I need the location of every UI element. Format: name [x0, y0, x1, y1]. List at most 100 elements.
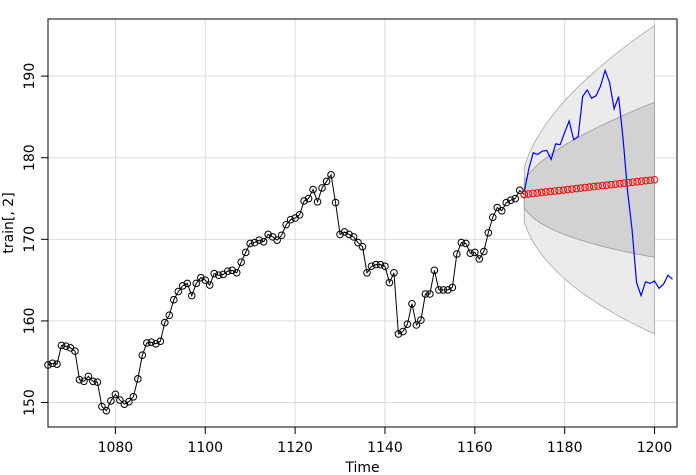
forecast-point: [520, 190, 529, 199]
observed-point: [277, 231, 286, 240]
observed-point: [376, 260, 385, 269]
prediction-interval-80-band: [523, 101, 655, 258]
observed-point: [327, 171, 335, 179]
observed-point: [336, 230, 344, 239]
forecast-point: [529, 189, 537, 198]
observed-point: [210, 269, 219, 278]
observed-point: [246, 239, 254, 248]
observed-point: [430, 266, 439, 275]
y-tick-label: 150: [22, 389, 38, 416]
observed-point: [497, 206, 506, 215]
observed-point: [178, 282, 187, 290]
forecast-point: [585, 183, 594, 191]
observed-point: [71, 347, 79, 355]
observed-point: [187, 291, 196, 300]
observed-point: [408, 299, 416, 308]
x-tick-label: 1200: [637, 440, 673, 456]
x-tick-label: 1180: [547, 440, 583, 456]
observed-point: [250, 238, 259, 247]
forecast-point: [589, 182, 598, 191]
observed-point: [322, 177, 331, 186]
observed-point: [116, 396, 124, 404]
observed-point: [506, 196, 515, 204]
observed-point: [318, 184, 326, 192]
forecast-point: [620, 179, 628, 187]
observed-point: [286, 215, 295, 224]
observed-point: [223, 267, 232, 275]
observed-point: [394, 330, 403, 338]
forecast-point: [533, 189, 542, 197]
observed-point: [453, 250, 461, 258]
observed-point: [475, 255, 484, 263]
plot-frame: [47, 18, 678, 428]
observed-point: [273, 236, 281, 244]
x-tick-label: 1140: [367, 440, 403, 456]
observed-point: [439, 286, 448, 294]
observed-point: [214, 271, 223, 280]
observed-point: [93, 378, 102, 386]
observed-point: [300, 197, 308, 205]
observed-point: [161, 318, 169, 327]
observed-point: [152, 339, 160, 348]
forecast-point: [646, 176, 654, 185]
observed-point: [57, 341, 66, 350]
observed-point: [129, 393, 138, 401]
observed-point: [80, 377, 88, 386]
forecast-point: [611, 180, 620, 188]
observed-point: [345, 230, 353, 239]
observed-point: [84, 372, 93, 381]
observed-point: [471, 248, 479, 257]
y-tick-label: 180: [22, 144, 38, 171]
observed-point: [399, 327, 407, 336]
observed-point: [62, 342, 70, 351]
observed-point: [201, 276, 210, 284]
observed-point: [354, 238, 362, 247]
observed-point: [205, 281, 214, 289]
observed-point: [48, 359, 57, 368]
forecast-point: [607, 180, 615, 189]
observed-point: [255, 236, 263, 244]
observed-point: [89, 377, 97, 386]
observed-point: [183, 279, 192, 288]
observed-point: [170, 295, 178, 304]
observed-point: [412, 321, 421, 329]
forecast-point: [550, 187, 559, 195]
y-axis-title: train[, 2]: [1, 192, 17, 253]
x-tick-label: 1160: [457, 440, 493, 456]
forecast-point: [559, 186, 568, 194]
observed-point: [488, 213, 497, 222]
forecast-point: [546, 187, 555, 196]
observed-point: [282, 220, 290, 229]
observed-point: [515, 186, 524, 195]
observed-point: [448, 283, 457, 292]
forecast-point: [629, 178, 637, 186]
observed-point: [403, 320, 412, 328]
x-axis-title: Time: [344, 460, 379, 475]
observed-point: [358, 242, 367, 251]
forecast-point: [624, 178, 633, 187]
forecast-point: [572, 184, 581, 193]
observed-point: [435, 286, 443, 294]
forecast-point: [524, 190, 533, 198]
observed-point: [444, 286, 452, 294]
observed-point: [372, 260, 380, 269]
observed-point: [304, 194, 313, 203]
observed-point: [111, 390, 120, 399]
observed-point: [417, 316, 425, 324]
forecast-point: [598, 181, 607, 190]
observed-point: [363, 268, 371, 277]
observed-point: [340, 228, 349, 236]
observed-point: [484, 228, 493, 237]
observed-point: [228, 266, 237, 275]
forecast-point: [568, 185, 576, 193]
observed-point: [53, 360, 61, 368]
forecast-point: [576, 184, 585, 192]
y-tick-label: 170: [22, 226, 38, 253]
y-axis: 150 160 170 180 190: [22, 63, 48, 416]
observed-point: [196, 273, 205, 282]
observed-point: [502, 198, 511, 207]
observed-point: [462, 239, 470, 248]
observed-point: [120, 400, 129, 408]
actual-series-line: [523, 68, 673, 298]
